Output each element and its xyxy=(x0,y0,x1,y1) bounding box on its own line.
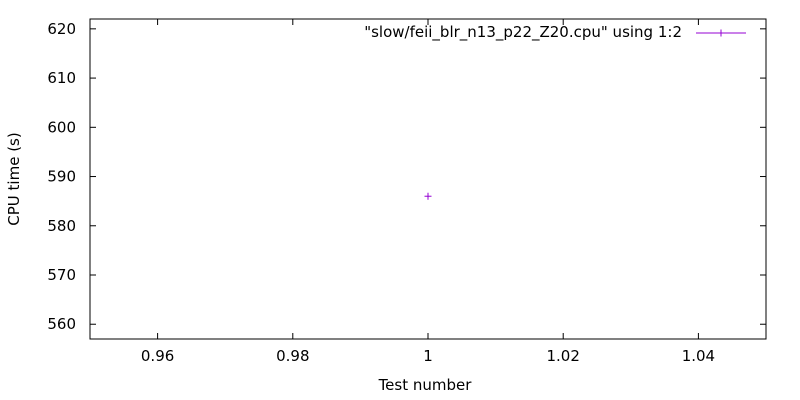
x-tick-label: 1.02 xyxy=(546,347,579,365)
x-tick-label: 1.04 xyxy=(682,347,715,365)
y-tick-label: 600 xyxy=(47,118,76,136)
data-point xyxy=(424,192,432,200)
x-tick-label: 0.96 xyxy=(141,347,174,365)
axis-ticks xyxy=(90,19,766,339)
y-axis-label: CPU time (s) xyxy=(5,132,23,225)
x-tick-labels: 0.96 0.98 1 1.02 1.04 xyxy=(141,347,715,365)
y-tick-labels: 560 570 580 590 600 610 620 xyxy=(47,20,76,333)
y-tick-label: 590 xyxy=(47,168,76,186)
x-tick-label: 1 xyxy=(423,347,433,365)
x-axis-label: Test number xyxy=(378,376,473,394)
x-tick-label: 0.98 xyxy=(276,347,309,365)
data-points xyxy=(424,192,432,200)
legend-entry-marker xyxy=(717,29,725,37)
y-tick-label: 610 xyxy=(47,69,76,87)
legend-entry-label: "slow/feii_blr_n13_p22_Z20.cpu" using 1:… xyxy=(364,23,682,42)
legend: "slow/feii_blr_n13_p22_Z20.cpu" using 1:… xyxy=(364,23,746,42)
y-tick-label: 570 xyxy=(47,266,76,284)
y-tick-label: 580 xyxy=(47,217,76,235)
y-tick-label: 560 xyxy=(47,315,76,333)
y-tick-label: 620 xyxy=(47,20,76,38)
plot-frame xyxy=(89,18,767,340)
